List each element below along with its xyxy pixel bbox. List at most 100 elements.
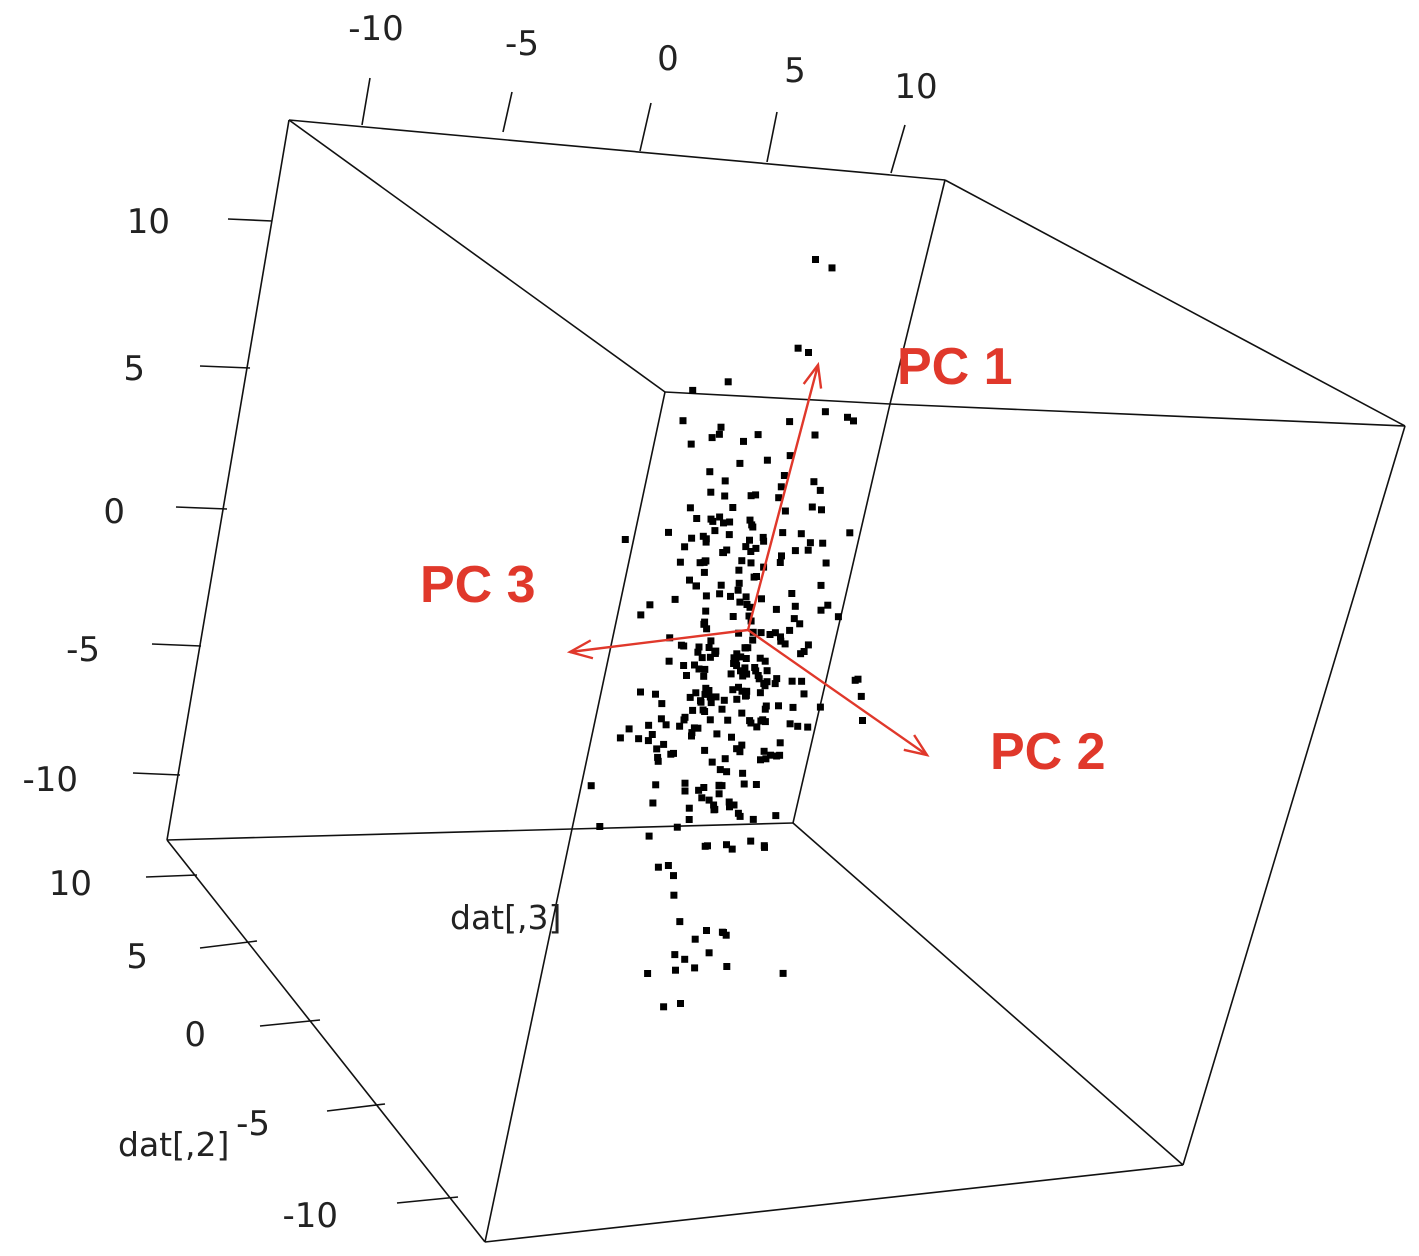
- data-point: [702, 557, 710, 565]
- data-point: [695, 786, 703, 794]
- data-point: [752, 544, 760, 552]
- top-axis-tick: [890, 124, 906, 174]
- data-point: [705, 687, 713, 694]
- data-point: [621, 536, 629, 543]
- data-point: [742, 655, 750, 662]
- data-point: [777, 637, 785, 645]
- data-point: [700, 784, 708, 791]
- data-point: [745, 612, 753, 620]
- data-point: [733, 650, 741, 658]
- data-point: [786, 418, 794, 426]
- pc-label: PC 2: [990, 723, 1106, 781]
- pc-label: PC 3: [420, 556, 536, 614]
- data-point: [701, 746, 709, 754]
- top-axis-tick-label: 10: [894, 67, 937, 107]
- data-point: [723, 841, 730, 849]
- data-point: [776, 559, 784, 566]
- data-point: [735, 629, 743, 637]
- data-point: [800, 690, 808, 698]
- data-point: [708, 434, 716, 442]
- data-point: [752, 667, 760, 675]
- data-point: [670, 891, 678, 899]
- data-point: [691, 661, 698, 669]
- data-point: [773, 752, 781, 760]
- box-edge-2: [1182, 425, 1406, 1166]
- data-point: [771, 629, 779, 637]
- box-edge-15: [889, 179, 946, 405]
- data-point: [746, 536, 753, 544]
- box-edge-6: [288, 119, 666, 393]
- data-point: [724, 378, 732, 386]
- data-point: [685, 816, 693, 823]
- data-point: [676, 722, 684, 730]
- pc-arrow-shaft: [569, 628, 749, 654]
- data-point: [698, 794, 706, 802]
- data-point: [736, 598, 744, 606]
- data-point: [824, 601, 832, 609]
- data-point: [645, 721, 653, 729]
- data-point: [673, 823, 681, 831]
- data-point: [740, 780, 748, 788]
- left-lower-axis-tick: [199, 940, 258, 949]
- data-point: [791, 602, 799, 610]
- data-point: [737, 667, 744, 675]
- data-point: [635, 735, 643, 743]
- data-point: [671, 951, 679, 959]
- data-point: [742, 543, 750, 551]
- data-point: [749, 636, 757, 644]
- data-point: [754, 431, 762, 439]
- data-point: [718, 705, 726, 713]
- data-point: [702, 538, 710, 546]
- data-point: [715, 790, 723, 798]
- data-point: [676, 918, 684, 926]
- left-lower-axis-tick-label: -10: [282, 1196, 338, 1236]
- box-edge-10: [484, 828, 573, 1243]
- data-point: [759, 533, 767, 541]
- axis-ticks: [132, 77, 906, 1204]
- data-point: [790, 615, 798, 623]
- data-point: [720, 929, 727, 936]
- data-point: [700, 568, 708, 576]
- data-point: [645, 832, 653, 840]
- left-upper-axis-tick: [151, 643, 202, 647]
- data-point: [681, 543, 689, 551]
- data-point: [729, 504, 737, 511]
- data-point: [762, 755, 770, 763]
- data-point: [695, 643, 703, 651]
- data-point: [657, 715, 665, 723]
- data-point: [660, 740, 668, 748]
- box-edge-9: [571, 391, 666, 830]
- top-axis-tick: [361, 77, 371, 126]
- data-point: [652, 690, 659, 698]
- data-point: [616, 734, 624, 742]
- left-upper-axis-tick-label: 10: [127, 202, 170, 242]
- data-point: [763, 678, 771, 686]
- data-point: [804, 641, 812, 649]
- left-lower-axis-label: dat[,2]: [118, 1125, 229, 1164]
- pc-arrow-head: [903, 734, 930, 757]
- data-point: [804, 546, 812, 554]
- data-point: [756, 689, 764, 697]
- left-lower-axis-tick: [396, 1196, 459, 1204]
- box-edge-4: [166, 839, 486, 1243]
- data-point: [822, 559, 830, 567]
- data-point: [808, 503, 816, 511]
- data-point: [710, 801, 718, 809]
- data-point: [723, 768, 731, 776]
- data-point: [711, 527, 719, 535]
- top-axis-tick: [639, 102, 652, 152]
- data-point: [686, 693, 694, 701]
- data-point: [649, 799, 657, 807]
- data-point: [810, 478, 818, 486]
- left-upper-axis-tick-label: 0: [103, 492, 125, 532]
- data-point: [652, 781, 660, 789]
- data-point: [735, 566, 743, 574]
- data-point: [688, 729, 696, 737]
- principal-component-arrows: PC 1 PC 2 PC 3: [420, 338, 1106, 781]
- data-point: [738, 687, 746, 695]
- data-point: [763, 667, 771, 675]
- data-point: [717, 581, 725, 589]
- data-point: [681, 779, 689, 787]
- data-point: [644, 737, 652, 745]
- data-point: [637, 611, 645, 619]
